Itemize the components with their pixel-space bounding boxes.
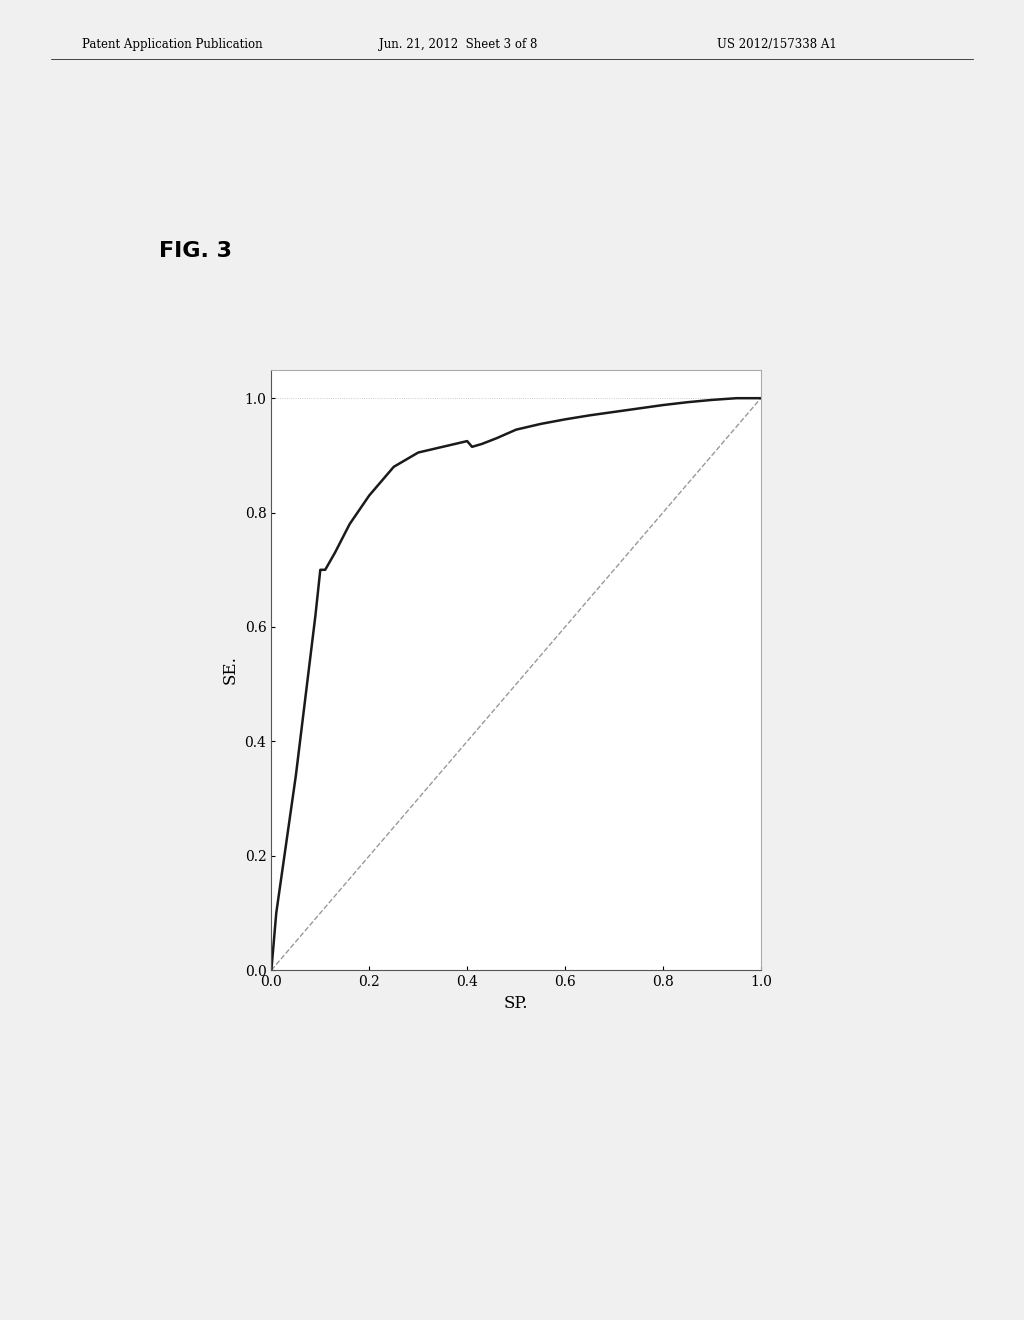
Text: Patent Application Publication: Patent Application Publication [82, 37, 262, 50]
Text: US 2012/157338 A1: US 2012/157338 A1 [717, 37, 837, 50]
Text: FIG. 3: FIG. 3 [159, 242, 231, 261]
X-axis label: SP.: SP. [504, 994, 528, 1011]
Text: Jun. 21, 2012  Sheet 3 of 8: Jun. 21, 2012 Sheet 3 of 8 [379, 37, 538, 50]
Y-axis label: SE.: SE. [222, 656, 239, 684]
